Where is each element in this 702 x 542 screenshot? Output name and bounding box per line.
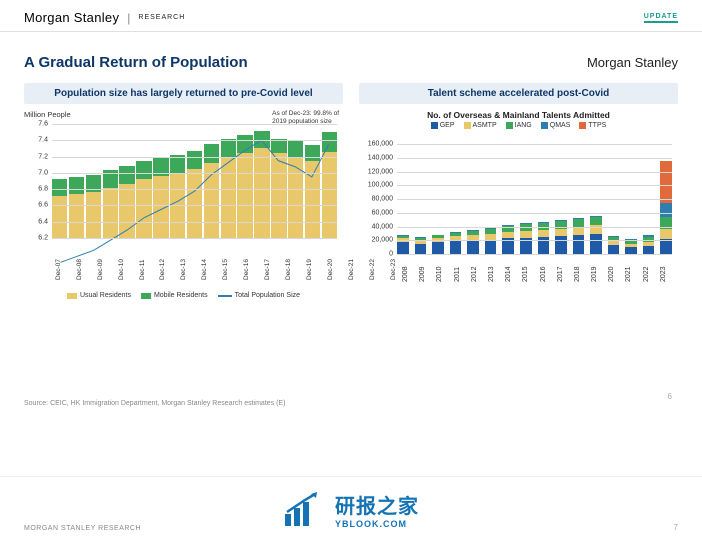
chart2-plot: 020,00040,00060,00080,000100,000120,0001… xyxy=(397,144,672,254)
chart1-ytick: 7.6 xyxy=(28,121,48,128)
brand-right: Morgan Stanley xyxy=(587,55,678,70)
legend-item: IANG xyxy=(506,122,532,129)
watermark-cn: 研报之家 xyxy=(335,490,419,519)
legend-item: GEP xyxy=(431,122,455,129)
chart2-ytick: 60,000 xyxy=(361,209,393,216)
chart2-area: No. of Overseas & Mainland Talents Admit… xyxy=(359,110,678,290)
chart2-ytick: 80,000 xyxy=(361,196,393,203)
chart2-legend: GEP ASMTP IANG QMAS TTPS xyxy=(359,122,678,129)
chart2-ytick: 140,000 xyxy=(361,154,393,161)
chart1-title: Population size has largely returned to … xyxy=(24,83,343,104)
chart1-ytick: 7.2 xyxy=(28,153,48,160)
page-number: 7 xyxy=(674,523,678,532)
chart2-xtick: 2023 xyxy=(660,265,694,282)
chart1-ytick: 6.6 xyxy=(28,202,48,209)
research-label: RESEARCH xyxy=(138,14,185,21)
yblook-icon xyxy=(283,492,327,528)
chart2-inner-title: No. of Overseas & Mainland Talents Admit… xyxy=(359,110,678,120)
legend-item: ASMTP xyxy=(464,122,497,129)
chart2-ytick: 120,000 xyxy=(361,168,393,175)
page-title: A Gradual Return of Population xyxy=(24,54,248,71)
chart1-ytick: 6.2 xyxy=(28,235,48,242)
chart1-ytick: 7.0 xyxy=(28,169,48,176)
legend-item: QMAS xyxy=(541,122,571,129)
chart1-ytick: 6.4 xyxy=(28,218,48,225)
chart1-ytick: 6.8 xyxy=(28,186,48,193)
chart2-ytick: 0 xyxy=(361,251,393,258)
brand-logo: Morgan Stanley xyxy=(24,10,119,25)
source-text: Source: CEIC, HK Immigration Department,… xyxy=(24,400,285,407)
chart2-panel-title: Talent scheme accelerated post-Covid xyxy=(359,83,678,104)
topbar: Morgan Stanley | RESEARCH UPDATE xyxy=(0,0,702,32)
slide-number: 6 xyxy=(668,392,672,401)
watermark: 研报之家 YBLOOK.COM xyxy=(283,490,419,529)
chart2-ytick: 100,000 xyxy=(361,182,393,189)
chart2-xaxis: 2008200920102011201220132014201520162017… xyxy=(397,256,672,290)
divider: | xyxy=(127,11,130,25)
chart-population: Population size has largely returned to … xyxy=(24,83,343,299)
watermark-en: YBLOOK.COM xyxy=(335,519,419,529)
legend-item: TTPS xyxy=(579,122,606,129)
chart1-area: Million People As of Dec-23: 99.8% of201… xyxy=(24,110,343,290)
chart2-ytick: 160,000 xyxy=(361,141,393,148)
chart1-plot: 6.26.46.66.87.07.27.47.6 xyxy=(52,124,337,238)
footer-left: MORGAN STANLEY RESEARCH xyxy=(24,525,141,532)
chart1-ytick: 7.4 xyxy=(28,137,48,144)
footer: MORGAN STANLEY RESEARCH 研报之家 YBLOOK.COM … xyxy=(0,476,702,542)
update-badge: UPDATE xyxy=(644,13,678,23)
chart2-ytick: 20,000 xyxy=(361,237,393,244)
chart1-xaxis: Dec-07Dec-08Dec-09Dec-10Dec-11Dec-12Dec-… xyxy=(52,240,337,290)
chart2-ytick: 40,000 xyxy=(361,223,393,230)
chart-talent: Talent scheme accelerated post-Covid No.… xyxy=(359,83,678,299)
content: A Gradual Return of Population Morgan St… xyxy=(0,32,702,299)
